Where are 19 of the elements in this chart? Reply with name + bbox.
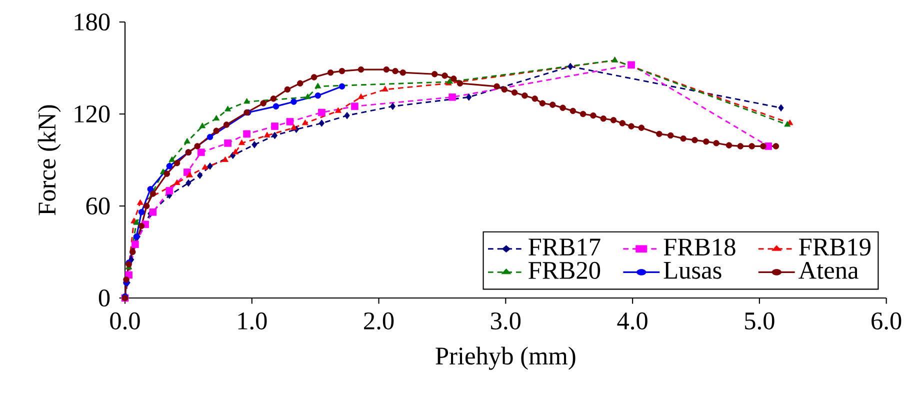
legend-label: FRB19 [799, 238, 870, 256]
legend-label: FRB17 [528, 238, 600, 256]
legend-label: FRB20 [528, 262, 600, 279]
x-tick-label: 3.0 [491, 312, 521, 330]
x-tick-label: 4.0 [617, 312, 648, 330]
y-axis-title: Force (kN) [38, 105, 61, 216]
x-tick-label: 5.0 [745, 312, 774, 330]
x-tick-label: 2.0 [364, 312, 394, 330]
y-tick-label: 60 [86, 197, 110, 215]
x-tick-label: 1.0 [238, 312, 267, 330]
legend-label: Atena [798, 262, 858, 279]
x-tick-label: 0.0 [110, 312, 140, 330]
legend-label: Lusas [664, 262, 722, 279]
x-tick-label: 6.0 [872, 312, 902, 330]
y-tick-label: 180 [74, 13, 110, 31]
x-axis-title: Priehyb (mm) [436, 346, 576, 370]
y-tick-label: 120 [74, 105, 110, 123]
y-tick-label: 0 [98, 289, 110, 307]
legend-label: FRB18 [664, 238, 736, 256]
